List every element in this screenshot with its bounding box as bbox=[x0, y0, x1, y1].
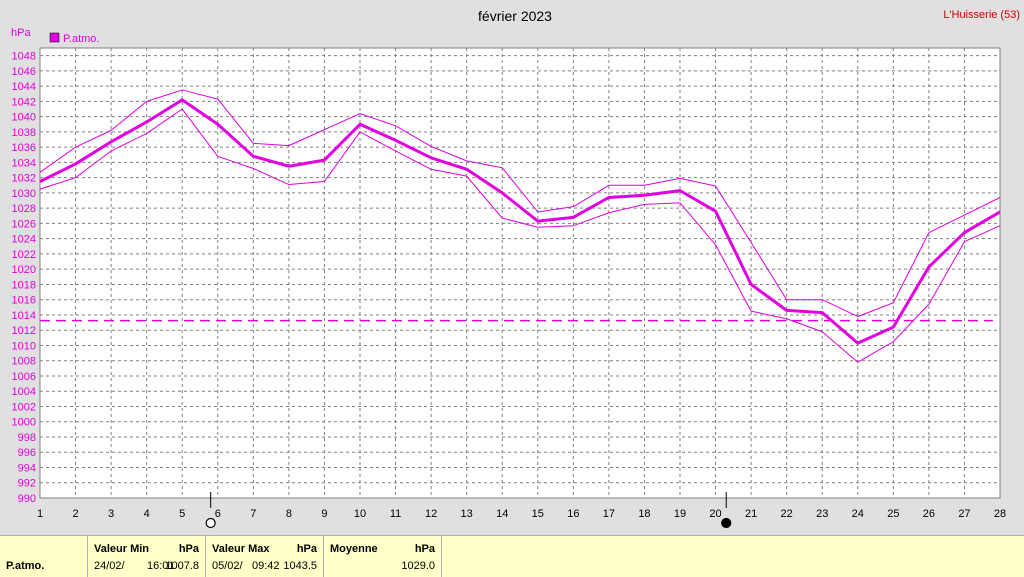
stats-min-cell: Valeur Min hPa 24/02/ 16:01 1007.8 bbox=[88, 536, 206, 577]
y-tick-label: 1028 bbox=[12, 203, 36, 215]
x-tick-label: 8 bbox=[286, 508, 292, 520]
min-date: 24/02/ bbox=[94, 560, 125, 572]
y-tick-label: 1030 bbox=[12, 188, 36, 200]
x-tick-label: 6 bbox=[215, 508, 221, 520]
moon-phases bbox=[205, 492, 732, 529]
y-tick-label: 1042 bbox=[12, 96, 36, 108]
x-tick-label: 2 bbox=[72, 508, 78, 520]
x-tick-label: 16 bbox=[567, 508, 579, 520]
x-tick-label: 1 bbox=[37, 508, 43, 520]
min-unit: hPa bbox=[178, 543, 199, 555]
y-axis-unit: hPa bbox=[11, 27, 31, 39]
y-tick-label: 1010 bbox=[12, 340, 36, 352]
x-tick-label: 24 bbox=[852, 508, 864, 520]
x-tick-label: 15 bbox=[532, 508, 544, 520]
x-tick-label: 9 bbox=[321, 508, 327, 520]
y-tick-label: 1002 bbox=[12, 401, 36, 413]
y-tick-label: 1038 bbox=[12, 127, 36, 139]
legend-swatch bbox=[49, 32, 60, 43]
axis-ticks: 9909929949969981000100210041006100810101… bbox=[12, 51, 1007, 520]
y-tick-label: 1020 bbox=[12, 264, 36, 276]
stats-mean-cell: Moyenne hPa 1029.0 bbox=[324, 536, 442, 577]
y-tick-label: 1024 bbox=[12, 234, 36, 246]
x-tick-label: 13 bbox=[461, 508, 473, 520]
x-tick-label: 28 bbox=[994, 508, 1006, 520]
y-tick-label: 1000 bbox=[12, 417, 36, 429]
x-tick-label: 22 bbox=[781, 508, 793, 520]
max-unit: hPa bbox=[296, 543, 317, 555]
chart-title: février 2023 bbox=[478, 8, 552, 24]
x-tick-label: 4 bbox=[144, 508, 150, 520]
legend-label: P.atmo. bbox=[63, 33, 100, 45]
pressure-chart: 9909929949969981000100210041006100810101… bbox=[11, 8, 1020, 529]
min-time: 16:01 bbox=[147, 560, 175, 572]
max-label: Valeur Max bbox=[212, 543, 270, 555]
y-tick-label: 1008 bbox=[12, 356, 36, 368]
x-tick-label: 14 bbox=[496, 508, 508, 520]
y-tick-label: 1014 bbox=[12, 310, 36, 322]
mean-unit: hPa bbox=[414, 543, 435, 555]
series-max-line bbox=[39, 89, 1001, 317]
y-tick-label: 992 bbox=[18, 478, 36, 490]
y-tick-label: 1004 bbox=[12, 386, 36, 398]
series-lines bbox=[39, 89, 1001, 363]
stats-series-name: P.atmo. bbox=[6, 560, 45, 572]
new-moon-icon bbox=[721, 517, 732, 529]
y-tick-label: 1044 bbox=[12, 81, 36, 93]
max-date: 05/02/ bbox=[212, 560, 243, 572]
x-tick-label: 12 bbox=[425, 508, 437, 520]
x-tick-label: 25 bbox=[887, 508, 899, 520]
y-tick-label: 990 bbox=[18, 493, 36, 505]
x-tick-label: 17 bbox=[603, 508, 615, 520]
max-value: 1043.5 bbox=[283, 560, 317, 572]
mean-value: 1029.0 bbox=[401, 560, 435, 572]
x-tick-label: 21 bbox=[745, 508, 757, 520]
stats-footer: P.atmo. Valeur Min hPa 24/02/ 16:01 1007… bbox=[0, 535, 1024, 577]
y-tick-label: 1026 bbox=[12, 218, 36, 230]
plot-border bbox=[39, 47, 1001, 499]
x-tick-label: 26 bbox=[923, 508, 935, 520]
y-tick-label: 994 bbox=[18, 462, 36, 474]
y-tick-label: 1036 bbox=[12, 142, 36, 154]
x-tick-label: 7 bbox=[250, 508, 256, 520]
stats-name-cell: P.atmo. bbox=[0, 536, 88, 577]
location-label: L'Huisserie (53) bbox=[943, 9, 1020, 21]
y-tick-label: 1022 bbox=[12, 249, 36, 261]
stats-max-cell: Valeur Max hPa 05/02/ 09:42 1043.5 bbox=[206, 536, 324, 577]
y-tick-label: 1034 bbox=[12, 157, 36, 169]
series-mean-line bbox=[39, 98, 1001, 345]
x-tick-label: 27 bbox=[958, 508, 970, 520]
y-tick-label: 1032 bbox=[12, 173, 36, 185]
x-tick-label: 19 bbox=[674, 508, 686, 520]
y-tick-label: 1012 bbox=[12, 325, 36, 337]
x-tick-label: 5 bbox=[179, 508, 185, 520]
series-min-line bbox=[39, 108, 1001, 363]
x-tick-label: 18 bbox=[638, 508, 650, 520]
x-tick-label: 23 bbox=[816, 508, 828, 520]
y-tick-label: 1046 bbox=[12, 66, 36, 78]
y-tick-label: 1048 bbox=[12, 51, 36, 63]
min-value: 1007.8 bbox=[165, 560, 199, 572]
x-tick-label: 10 bbox=[354, 508, 366, 520]
x-tick-label: 3 bbox=[108, 508, 114, 520]
y-tick-label: 1006 bbox=[12, 371, 36, 383]
y-tick-label: 1016 bbox=[12, 295, 36, 307]
min-label: Valeur Min bbox=[94, 543, 150, 555]
grid bbox=[39, 47, 1001, 499]
full-moon-icon bbox=[205, 517, 216, 529]
x-tick-label: 11 bbox=[390, 508, 401, 520]
y-tick-label: 1040 bbox=[12, 112, 36, 124]
max-time: 09:42 bbox=[252, 560, 280, 572]
y-tick-label: 1018 bbox=[12, 279, 36, 291]
mean-label: Moyenne bbox=[330, 543, 378, 555]
y-tick-label: 996 bbox=[18, 447, 36, 459]
x-tick-label: 20 bbox=[709, 508, 721, 520]
plot-area bbox=[40, 48, 1000, 498]
y-tick-label: 998 bbox=[18, 432, 36, 444]
